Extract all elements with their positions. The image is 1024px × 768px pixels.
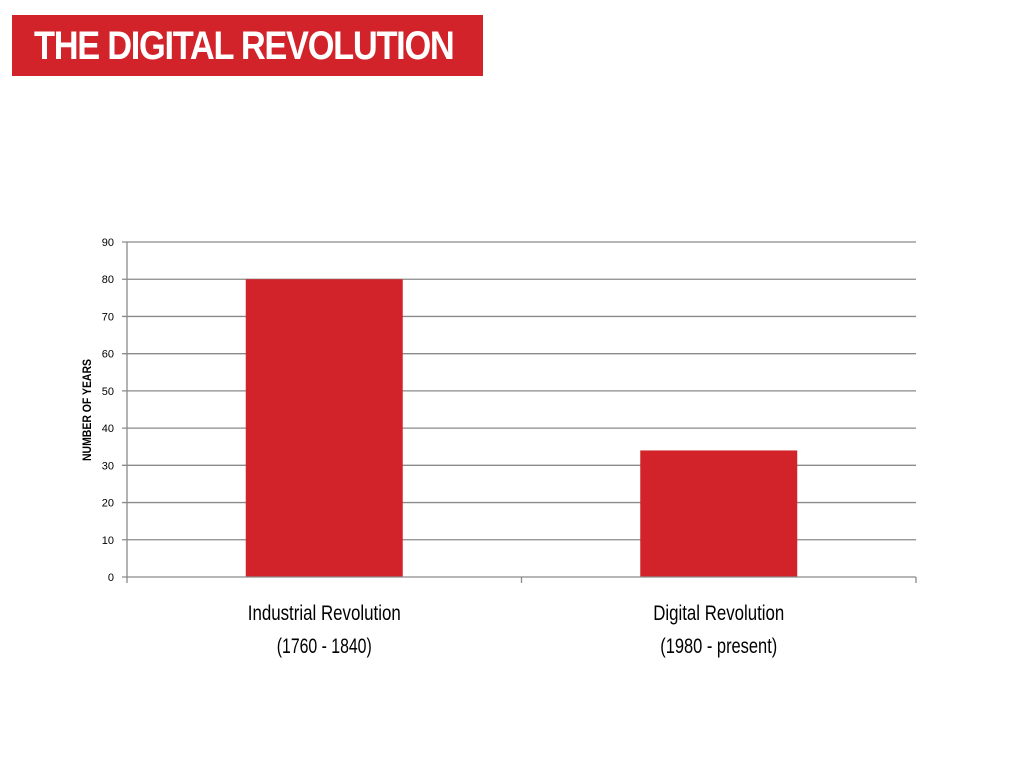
y-tick-label-80: 80: [102, 274, 114, 286]
y-tick-label-50: 50: [102, 386, 114, 398]
category-label-1-0: Digital Revolution: [653, 602, 784, 625]
y-tick-label-20: 20: [102, 498, 114, 510]
y-tick-label-0: 0: [108, 572, 114, 584]
y-tick-label-70: 70: [102, 311, 114, 323]
bar-0: [245, 279, 403, 577]
y-tick-label-30: 30: [102, 460, 114, 472]
bars: [245, 279, 798, 577]
category-label-1-1: (1980 - present): [660, 635, 777, 658]
bar-1: [640, 450, 798, 577]
category-label-0-1: (1760 - 1840): [277, 635, 372, 658]
slide-title: THE DIGITAL REVOLUTION: [34, 23, 455, 68]
y-tick-label-40: 40: [102, 423, 114, 435]
axes: [122, 242, 917, 583]
title-banner: THE DIGITAL REVOLUTION: [12, 15, 483, 76]
labels: 0 10 20 30 40 50 60 70 80 90 Industrial Revolution…: [80, 237, 784, 658]
category-label-0-0: Industrial Revolution: [248, 602, 401, 625]
y-tick-label-10: 10: [102, 535, 114, 547]
y-axis-title: NUMBER OF YEARS: [80, 359, 94, 461]
y-tick-label-60: 60: [102, 349, 114, 361]
y-tick-label-90: 90: [102, 237, 114, 249]
